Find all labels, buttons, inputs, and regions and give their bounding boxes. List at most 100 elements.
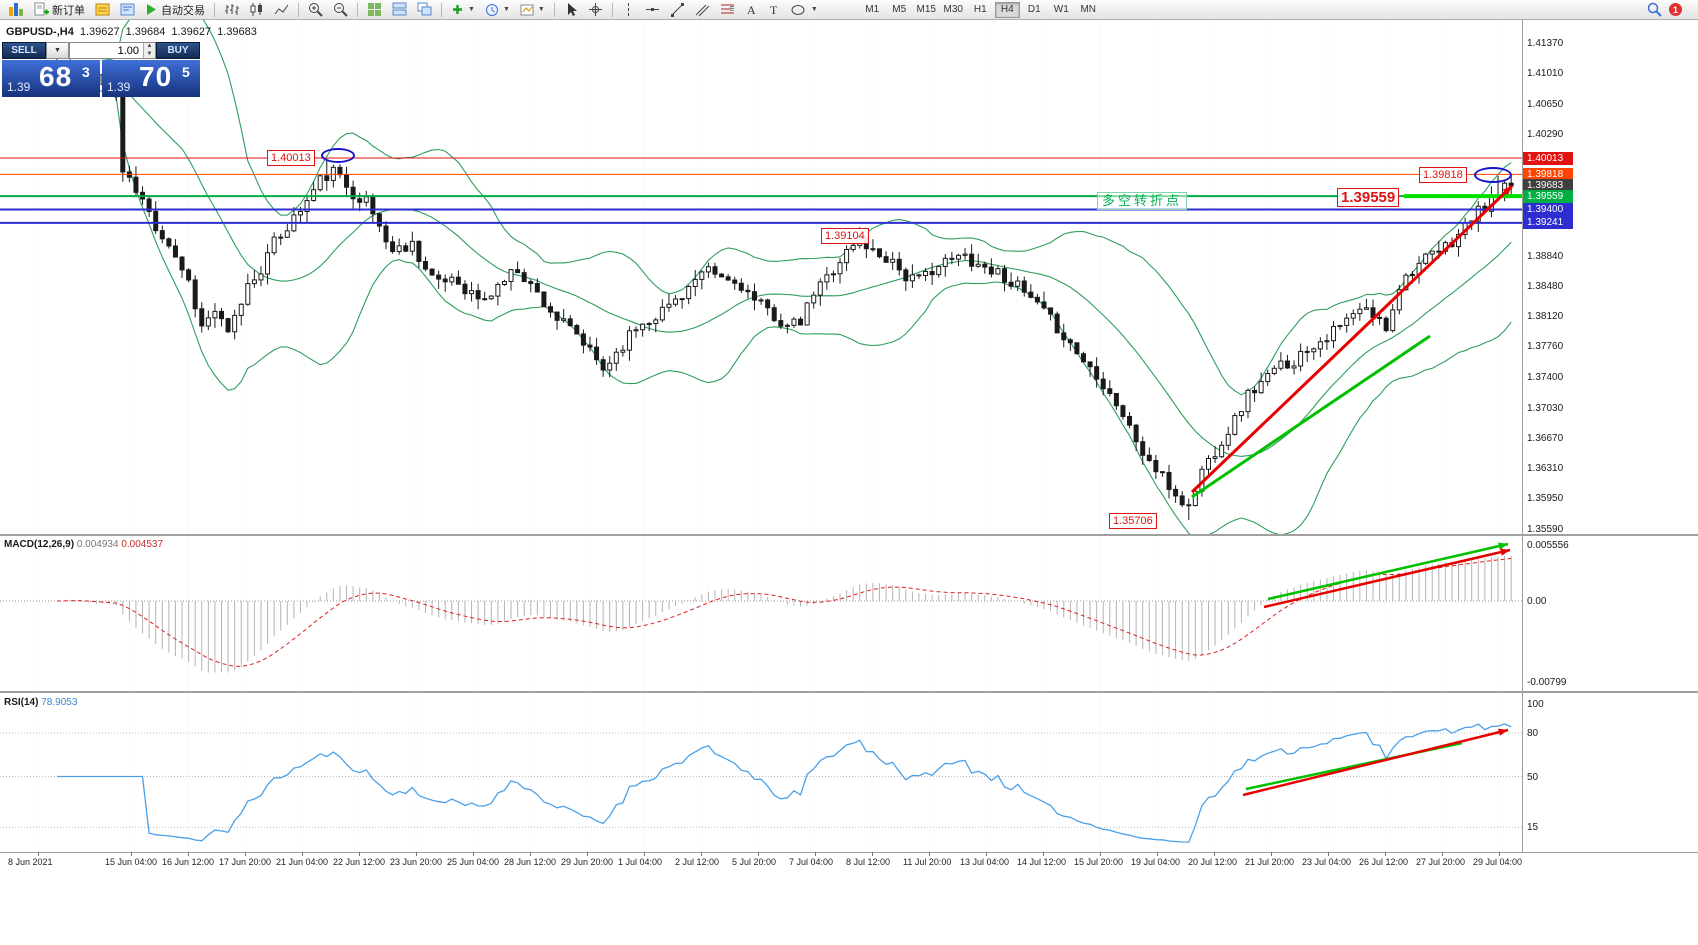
svg-text:A: A	[747, 3, 756, 17]
sell-button[interactable]: SELL	[2, 42, 46, 59]
crosshair-button[interactable]	[584, 1, 607, 19]
scale-label: 1.41370	[1527, 38, 1564, 49]
terminal-button[interactable]	[91, 1, 114, 19]
time-axis-tick	[1271, 852, 1272, 856]
text-icon: A	[745, 3, 758, 17]
major-low-price-label[interactable]: 1.35706	[1109, 513, 1157, 529]
time-axis-separator	[0, 852, 1698, 853]
zoom-in-button[interactable]	[304, 1, 327, 19]
scale-label: 1.35950	[1527, 493, 1564, 505]
shapes-button[interactable]: ▼	[787, 1, 822, 19]
recent-high-price-label[interactable]: 1.39818	[1419, 167, 1467, 183]
time-axis-label: 1 Jul 04:00	[618, 857, 663, 867]
macd-name: MACD(12,26,9)	[4, 539, 75, 550]
trendline-icon	[670, 2, 685, 17]
autotrading-button[interactable]: 自动交易	[141, 1, 209, 19]
macd-indicator-pane[interactable]	[0, 537, 1522, 691]
vertical-line-button[interactable]	[618, 1, 639, 19]
time-axis-tick	[188, 852, 189, 856]
resistance-price-label[interactable]: 1.40013	[267, 150, 315, 166]
time-axis-label: 23 Jul 04:00	[1302, 857, 1352, 867]
timeframe-w1-button[interactable]: W1	[1049, 2, 1074, 18]
zoom-out-button[interactable]	[329, 1, 352, 19]
time-axis-tick	[587, 852, 588, 856]
volume-input[interactable]	[70, 44, 142, 57]
price-chart[interactable]	[0, 20, 1522, 534]
volume-increase-button[interactable]: ▲	[144, 43, 155, 51]
mid-swing-high-price-label[interactable]: 1.39104	[821, 228, 869, 244]
time-axis-label: 21 Jun 04:00	[276, 857, 329, 867]
quote-low-value: 1.39627	[171, 26, 212, 38]
time-axis-label: 19 Jul 04:00	[1131, 857, 1181, 867]
templates-button[interactable]: ▼	[516, 1, 549, 19]
time-axis-tick	[644, 852, 645, 856]
sell-price-panel[interactable]: 1.39 68 3	[2, 60, 100, 97]
pane-separator[interactable]	[0, 534, 1698, 536]
timeframe-mn-button[interactable]: MN	[1076, 2, 1101, 18]
notification-badge[interactable]: 1	[1669, 3, 1682, 16]
timeframe-m1-button[interactable]: M1	[860, 2, 885, 18]
scale-label: 1.36310	[1527, 463, 1564, 475]
rsi-indicator-pane[interactable]	[0, 694, 1522, 852]
tile-windows-button[interactable]	[363, 1, 386, 19]
cursor-button[interactable]	[560, 1, 582, 19]
rsi-label: RSI(14) 78.9053	[4, 697, 77, 708]
time-axis-label: 2 Jul 12:00	[675, 857, 720, 867]
timeframe-d1-button[interactable]: D1	[1022, 2, 1047, 18]
macd-signal-value: 0.004537	[121, 539, 164, 550]
timeframe-h4-button[interactable]: H4	[994, 1, 1020, 18]
profiles-button[interactable]: ▼	[481, 1, 514, 19]
chevron-down-icon: ▼	[810, 6, 818, 13]
arrow-label-button[interactable]: T	[764, 1, 785, 19]
new-order-button[interactable]: 新订单	[30, 1, 89, 19]
new-chart-button[interactable]: ▼	[447, 1, 479, 19]
volume-field: ▲ ▼	[69, 42, 156, 59]
arrange-windows-button[interactable]	[388, 1, 411, 19]
fibonacci-button[interactable]: E	[716, 1, 739, 19]
cascade-windows-button[interactable]	[413, 1, 436, 19]
order-type-dropdown[interactable]: ▼	[46, 42, 69, 59]
toolbar-separator	[214, 2, 215, 17]
pane-separator[interactable]	[0, 691, 1698, 693]
search-button[interactable]	[1647, 2, 1662, 22]
highlight-ellipse[interactable]	[321, 148, 355, 163]
volume-decrease-button[interactable]: ▼	[144, 50, 155, 58]
timeframe-m30-button[interactable]: M30	[941, 2, 966, 18]
chart-bars-button[interactable]	[220, 1, 243, 19]
trendline-button[interactable]	[666, 1, 689, 19]
highlight-ellipse[interactable]	[1474, 167, 1512, 183]
turning-level-price-label[interactable]: 1.39559	[1337, 188, 1400, 207]
time-axis-tick	[473, 852, 474, 856]
text-button[interactable]: A	[741, 1, 762, 19]
cascade-windows-icon	[417, 2, 432, 17]
chart-quote-line: GBPUSD-,H4 1.39627 1.39684 1.39627 1.396…	[6, 26, 257, 38]
turning-point-text[interactable]: 多空转折点	[1097, 192, 1188, 210]
timeframe-h1-button[interactable]: H1	[968, 2, 993, 18]
new-order-label: 新订单	[52, 4, 85, 17]
scale-label: 1.37030	[1527, 402, 1564, 414]
sell-price-big: 68	[39, 61, 73, 92]
equidistant-channel-button[interactable]	[691, 1, 714, 19]
scale-label: 1.40650	[1527, 98, 1564, 110]
chart-candles-button[interactable]	[245, 1, 268, 19]
chart-line-button[interactable]	[270, 1, 293, 19]
price-scale-separator[interactable]	[1522, 20, 1523, 852]
time-axis-tick	[815, 852, 816, 856]
timeframe-m15-button[interactable]: M15	[914, 2, 939, 18]
sell-price-pip: 3	[82, 64, 90, 80]
time-axis-tick	[245, 852, 246, 856]
buy-button[interactable]: BUY	[156, 42, 200, 59]
horizontal-line-button[interactable]	[641, 1, 664, 19]
scale-label: 1.41010	[1527, 68, 1564, 80]
rsi-value: 78.9053	[41, 697, 78, 708]
svg-text:T: T	[770, 3, 778, 17]
timeframe-m5-button[interactable]: M5	[887, 2, 912, 18]
time-axis-tick	[416, 852, 417, 856]
chevron-down-icon: ▼	[468, 6, 475, 13]
vertical-line-icon	[622, 2, 635, 17]
buy-price-panel[interactable]: 1.39 70 5	[102, 60, 200, 97]
one-click-trading-widget: SELL ▼ ▲ ▼ BUY 1.39 68 3 1.39 70 5	[2, 42, 200, 97]
metaeditor-button[interactable]	[116, 1, 139, 19]
tile-windows-icon	[367, 2, 382, 17]
